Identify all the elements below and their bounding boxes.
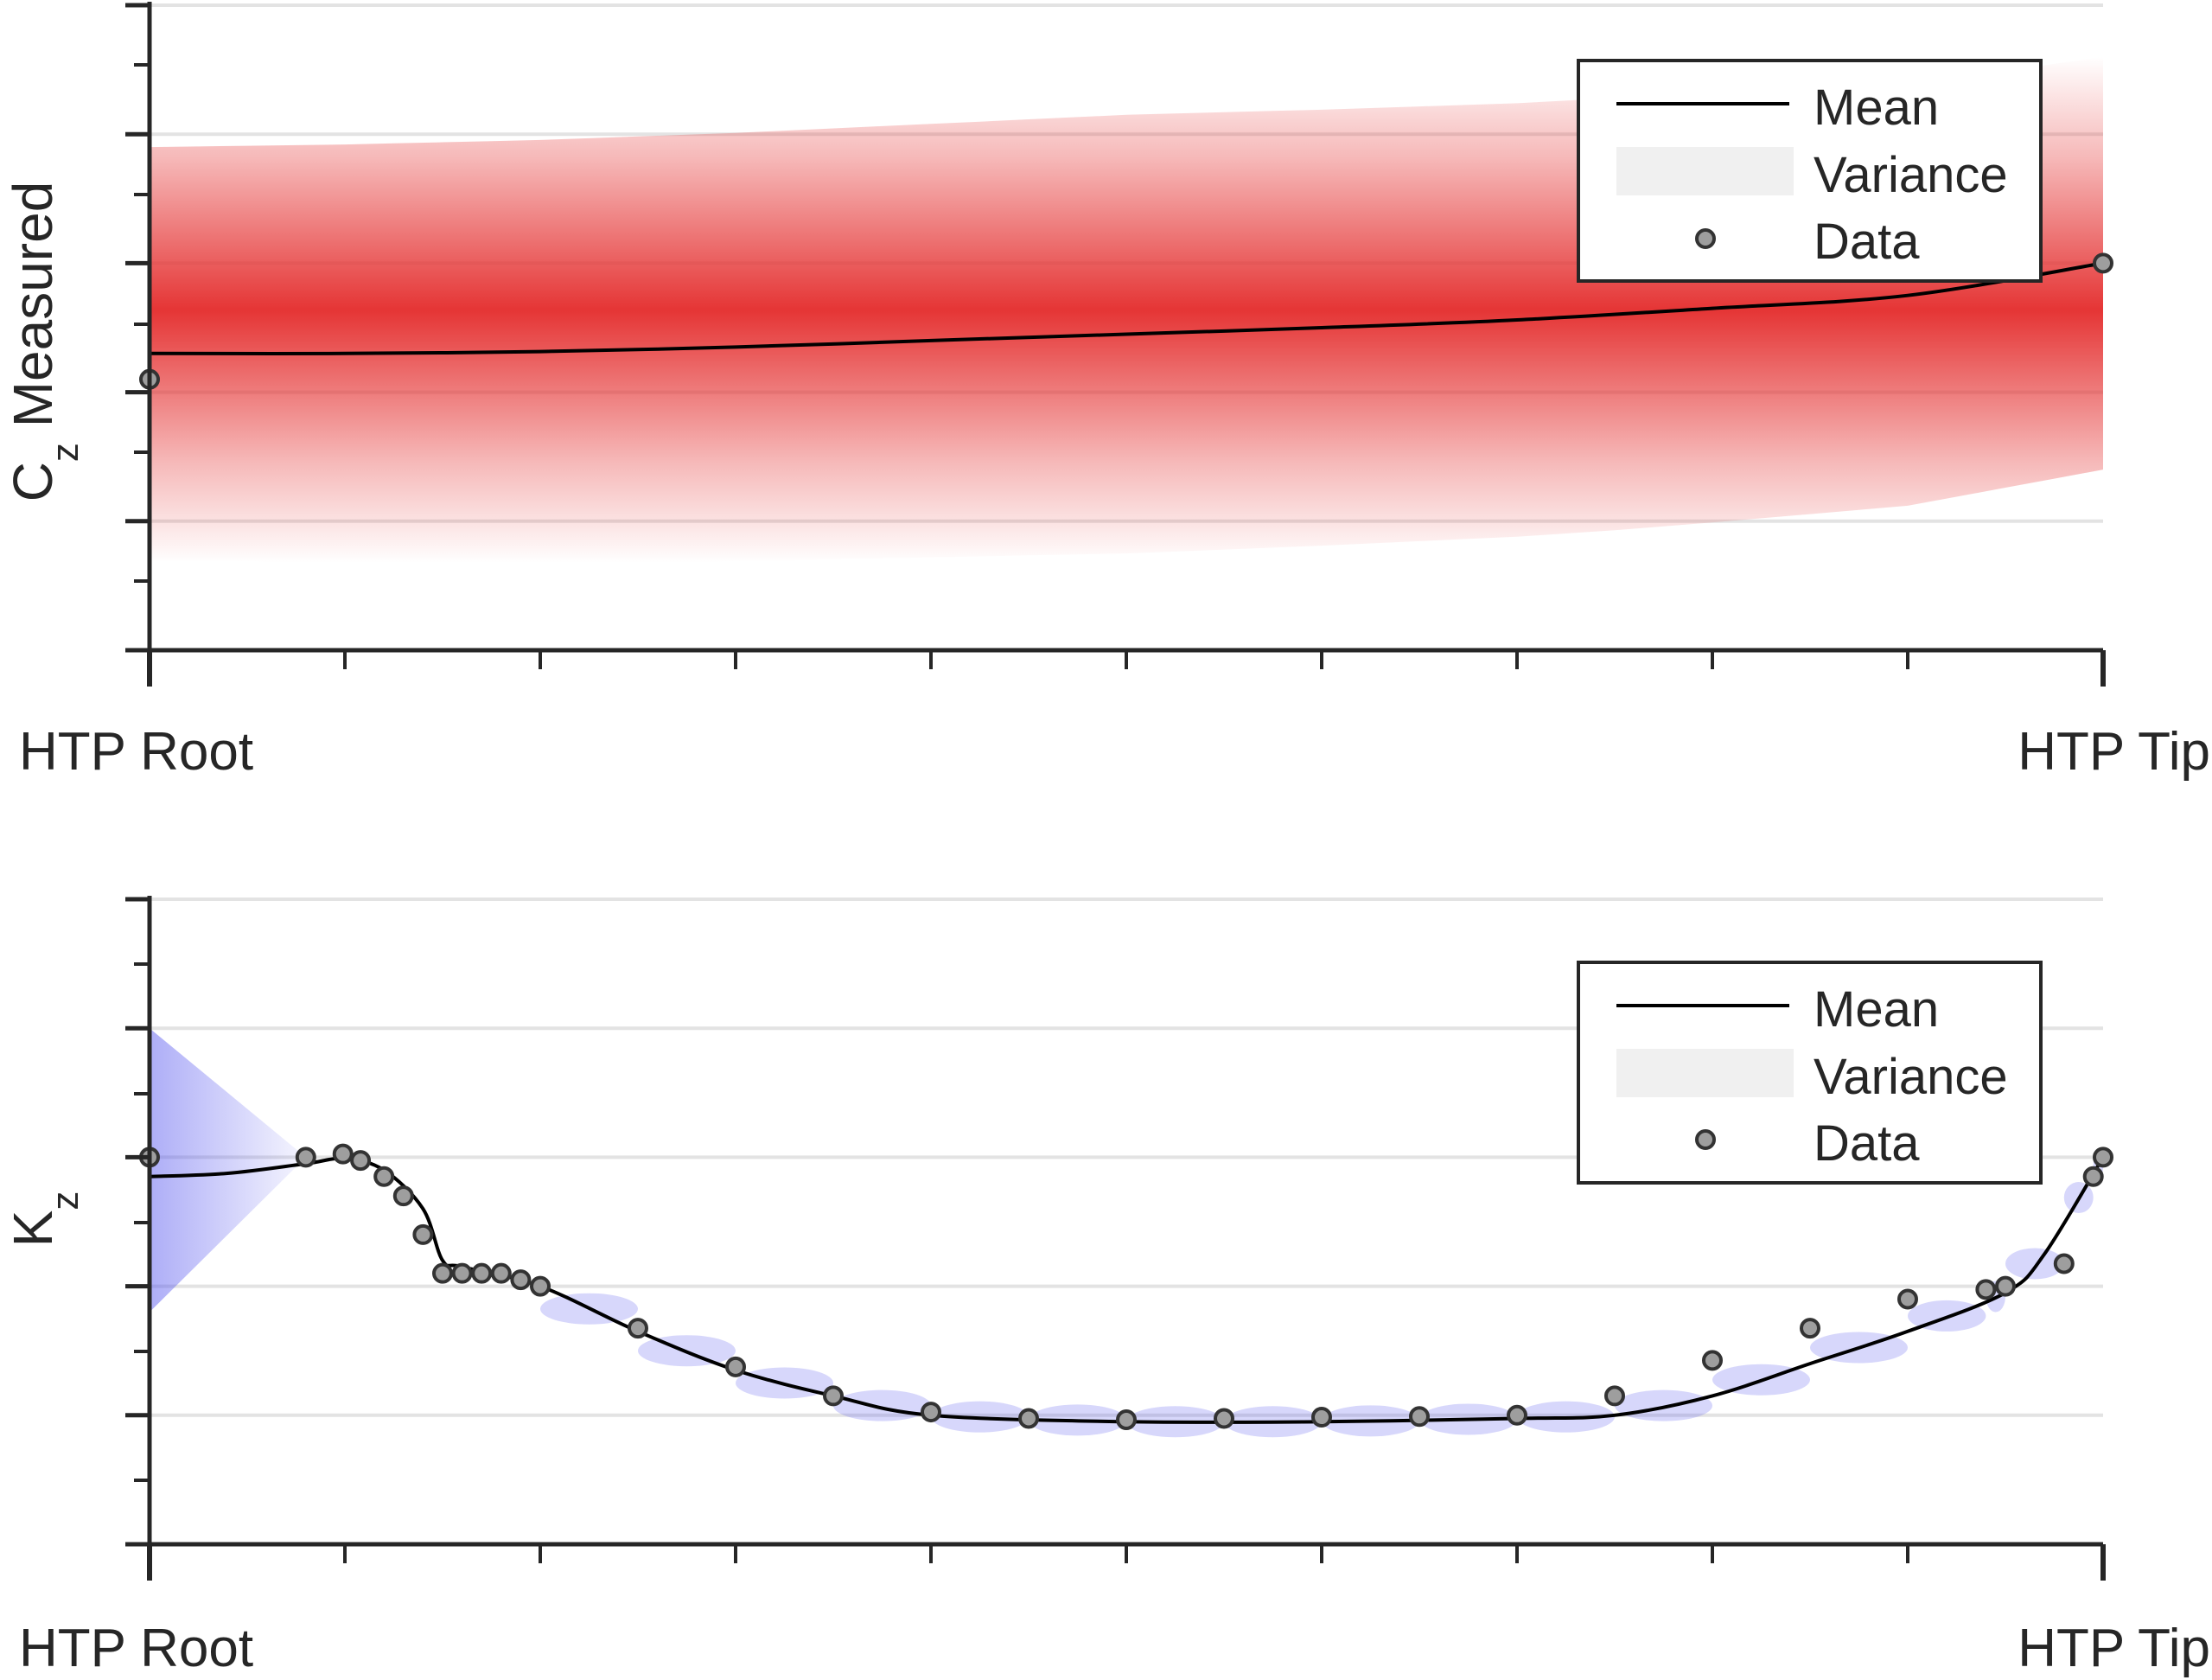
y-axis-label-rest: Measured	[2, 182, 64, 443]
data-point	[2082, 1166, 2104, 1187]
legend-label-variance: Variance	[1814, 1049, 2008, 1105]
variance-blob	[2005, 1248, 2064, 1280]
variance-blob	[833, 1389, 931, 1421]
data-point	[332, 1143, 354, 1165]
data-point	[1702, 1350, 1723, 1371]
panel-cz-measured: HTP Root HTP Tip Cz Measured Mean Varian…	[2, 2, 2210, 782]
data-point	[2093, 1147, 2113, 1168]
data-point	[1214, 1408, 1234, 1429]
variance-band	[540, 1149, 2104, 1438]
data-point	[510, 1269, 532, 1291]
data-point	[373, 1166, 395, 1187]
legend-label-data: Data	[1814, 214, 1920, 270]
variance-blob	[1615, 1389, 1712, 1421]
axes	[125, 2, 2106, 687]
legend-data-swatch	[1695, 1129, 1716, 1150]
data-point	[725, 1356, 746, 1377]
data-point	[1116, 1409, 1137, 1431]
mean-line	[149, 1156, 2105, 1424]
x-tick-label-tip: HTP Tip	[2018, 722, 2210, 782]
data-point	[1604, 1385, 1625, 1407]
data-point	[350, 1150, 372, 1172]
data-point	[1311, 1407, 1332, 1428]
data-point	[392, 1185, 414, 1207]
y-axis-label-main: C	[2, 462, 64, 501]
y-axis-label-subscript: z	[44, 443, 86, 462]
data-point	[432, 1262, 453, 1284]
data-point	[2053, 1253, 2075, 1274]
data-point	[628, 1318, 648, 1339]
axes	[125, 896, 2106, 1581]
data-point	[1975, 1279, 1997, 1300]
legend: Mean Variance Data	[1577, 59, 2043, 283]
legend-variance-swatch	[1616, 147, 1794, 195]
variance-band-root	[150, 1028, 306, 1313]
x-tick-label-tip: HTP Tip	[2018, 1619, 2210, 1678]
legend-variance-swatch	[1616, 1049, 1794, 1097]
data-point	[1507, 1404, 1527, 1426]
legend-label-mean: Mean	[1814, 981, 1939, 1038]
data-point	[921, 1402, 941, 1423]
legend: Mean Variance Data	[1577, 961, 2043, 1185]
y-axis-label: Kz	[2, 1191, 86, 1248]
y-axis-label-main: K	[2, 1210, 64, 1248]
legend-label-variance: Variance	[1814, 147, 2008, 203]
data-point	[451, 1262, 473, 1284]
data-point	[295, 1147, 316, 1168]
panel-kz: HTP Root HTP Tip Kz Mean Variance Data	[2, 896, 2210, 1678]
legend-label-mean: Mean	[1814, 80, 1939, 136]
data-point	[823, 1385, 844, 1407]
data-point	[1018, 1408, 1039, 1429]
data-point	[1897, 1288, 1918, 1310]
legend-data-swatch	[1695, 228, 1716, 249]
data-point	[2093, 252, 2113, 274]
data-point	[1800, 1318, 1820, 1339]
data-points	[139, 1143, 2113, 1431]
legend-label-data: Data	[1814, 1115, 1920, 1172]
mean-line	[149, 261, 2104, 355]
data-point	[1995, 1275, 2016, 1297]
x-tick-label-root: HTP Root	[19, 722, 253, 782]
data-point	[412, 1223, 434, 1245]
data-point	[530, 1275, 551, 1297]
data-point	[1409, 1406, 1430, 1428]
y-axis-label-subscript: z	[44, 1191, 86, 1210]
data-point	[490, 1262, 512, 1284]
data-point	[471, 1262, 493, 1284]
x-tick-label-root: HTP Root	[19, 1619, 253, 1678]
y-axis-label: Cz Measured	[2, 182, 86, 502]
